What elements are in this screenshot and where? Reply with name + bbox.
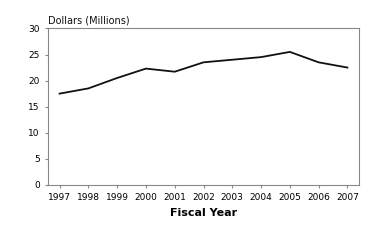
Text: Dollars (Millions): Dollars (Millions): [48, 15, 130, 25]
X-axis label: Fiscal Year: Fiscal Year: [170, 208, 237, 218]
